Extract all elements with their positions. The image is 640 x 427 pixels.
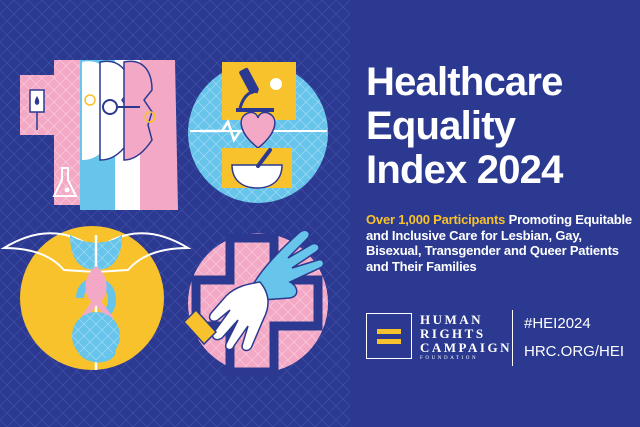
hands-cross-icon xyxy=(182,229,328,377)
title-line-2: Equality xyxy=(366,104,516,148)
website-link[interactable]: HRC.ORG/HEI xyxy=(524,343,625,360)
org-logo-text: HUMAN RIGHTS CAMPAIGN FOUNDATION xyxy=(420,313,512,362)
subtitle-highlight: Over 1,000 Participants xyxy=(366,212,506,227)
title-line-1: Healthcare xyxy=(366,60,563,104)
subtitle-text: Promoting Equitable and Inclusive Care f… xyxy=(366,212,632,274)
caduceus-ribbon-icon xyxy=(0,226,192,370)
page-title: Healthcare Equality Index 2024 xyxy=(366,60,563,192)
title-line-3: Index 2024 xyxy=(366,148,563,192)
microscope-heart-icon xyxy=(188,62,328,203)
logo-divider xyxy=(512,310,513,366)
hashtag-text: #HEI2024 xyxy=(524,315,591,332)
org-line-1: HUMAN xyxy=(420,312,484,327)
hrc-logo-icon xyxy=(366,313,412,359)
subtitle: Over 1,000 Participants Promoting Equita… xyxy=(366,212,638,274)
org-line-2: RIGHTS xyxy=(420,326,486,341)
medical-faces-icon xyxy=(20,60,178,210)
org-line-3: CAMPAIGN xyxy=(420,340,512,355)
org-line-4: FOUNDATION xyxy=(420,356,479,361)
